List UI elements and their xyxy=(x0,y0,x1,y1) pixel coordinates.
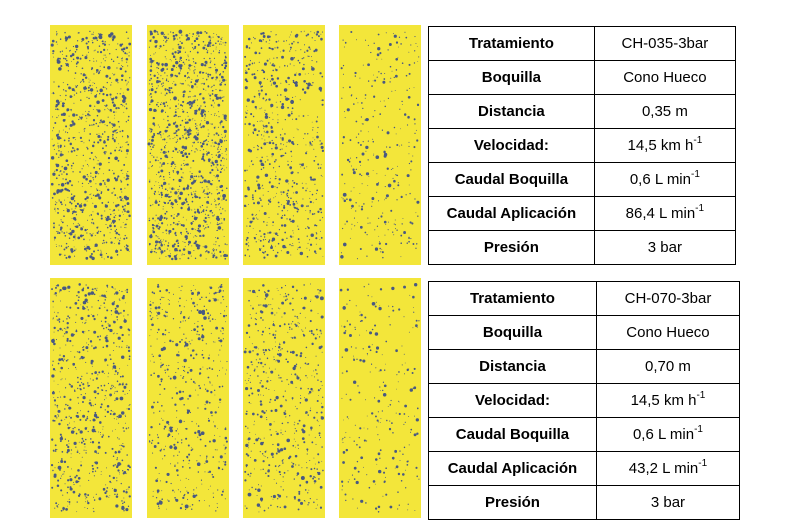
spray-card xyxy=(339,25,421,265)
parameter-label: Presión xyxy=(428,485,597,520)
value-text: 14,5 km h xyxy=(630,392,697,409)
table-row: Presión 3 bar xyxy=(428,230,737,265)
parameter-label: Velocidad: xyxy=(428,128,595,163)
table-row: Caudal Boquilla 0,6 L min-1 xyxy=(428,162,737,197)
droplets xyxy=(50,30,132,261)
parameter-value: Cono Hueco xyxy=(593,60,737,95)
parameter-label: Distancia xyxy=(428,349,597,384)
spray-card xyxy=(147,25,229,265)
parameter-value: CH-035-3bar xyxy=(593,26,737,61)
parameter-value: 0,6 L min-1 xyxy=(595,417,741,452)
parameter-value: 14,5 km h-1 xyxy=(595,383,741,418)
table-row: Tratamiento CH-070-3bar xyxy=(428,281,741,316)
parameter-value: 86,4 L min-1 xyxy=(593,196,737,231)
spray-card xyxy=(50,25,132,265)
parameter-value: 0,70 m xyxy=(595,349,741,384)
parameter-label: Caudal Boquilla xyxy=(428,417,597,452)
parameter-value: 3 bar xyxy=(595,485,741,520)
card-paper xyxy=(243,25,325,265)
table-row: Distancia 0,35 m xyxy=(428,94,737,129)
parameter-value: 14,5 km h-1 xyxy=(593,128,737,163)
value-text: 0,6 L min xyxy=(629,171,691,188)
spray-card xyxy=(147,278,229,518)
parameter-label: Presión xyxy=(428,230,595,265)
table-row: Velocidad: 14,5 km h-1 xyxy=(428,383,741,418)
spray-card xyxy=(339,278,421,518)
unit-exponent: -1 xyxy=(695,203,705,214)
parameter-table: Tratamiento CH-035-3bar Boquilla Cono Hueco… xyxy=(428,26,737,265)
table-row: Boquilla Cono Hueco xyxy=(428,315,741,350)
parameter-label: Boquilla xyxy=(428,60,595,95)
spray-card xyxy=(50,278,132,518)
parameter-label: Caudal Aplicación xyxy=(428,196,595,231)
parameter-value: 43,2 L min-1 xyxy=(595,451,741,486)
value-text: 0,6 L min xyxy=(632,426,695,443)
table-row: Velocidad: 14,5 km h-1 xyxy=(428,128,737,163)
parameter-value: 3 bar xyxy=(593,230,737,265)
parameter-label: Distancia xyxy=(428,94,595,129)
parameter-label: Tratamiento xyxy=(428,26,595,61)
card-paper xyxy=(243,278,325,518)
table-row: Tratamiento CH-035-3bar xyxy=(428,26,737,61)
droplets xyxy=(148,283,228,512)
table-row: Caudal Aplicación 43,2 L min-1 xyxy=(428,451,741,486)
table-row: Boquilla Cono Hueco xyxy=(428,60,737,95)
parameter-label: Caudal Aplicación xyxy=(428,451,597,486)
spray-card xyxy=(243,25,325,265)
card-paper xyxy=(50,278,132,518)
parameter-label: Boquilla xyxy=(428,315,597,350)
parameter-value: 0,35 m xyxy=(593,94,737,129)
card-paper xyxy=(50,25,132,265)
card-paper xyxy=(339,278,421,518)
value-text: 43,2 L min xyxy=(628,460,699,477)
parameter-label: Tratamiento xyxy=(428,281,597,316)
spray-card xyxy=(243,278,325,518)
parameter-label: Velocidad: xyxy=(428,383,597,418)
droplets xyxy=(243,30,324,259)
unit-exponent: -1 xyxy=(698,458,708,469)
unit-exponent: -1 xyxy=(696,390,706,401)
card-paper xyxy=(339,25,421,265)
droplets xyxy=(50,283,131,513)
unit-exponent: -1 xyxy=(694,424,703,435)
droplets xyxy=(147,29,229,261)
unit-exponent: -1 xyxy=(691,169,700,180)
parameter-value: 0,6 L min-1 xyxy=(593,162,737,197)
parameter-table: Tratamiento CH-070-3bar Boquilla Cono Hueco… xyxy=(428,281,741,520)
parameter-label: Caudal Boquilla xyxy=(428,162,595,197)
table-row: Caudal Boquilla 0,6 L min-1 xyxy=(428,417,741,452)
table-row: Caudal Aplicación 86,4 L min-1 xyxy=(428,196,737,231)
card-paper xyxy=(147,25,229,265)
parameter-value: CH-070-3bar xyxy=(595,281,741,316)
unit-exponent: -1 xyxy=(693,135,703,146)
value-text: 86,4 L min xyxy=(625,205,696,222)
table-row: Presión 3 bar xyxy=(428,485,741,520)
value-text: 14,5 km h xyxy=(627,137,694,154)
parameter-value: Cono Hueco xyxy=(595,315,741,350)
table-row: Distancia 0,70 m xyxy=(428,349,741,384)
